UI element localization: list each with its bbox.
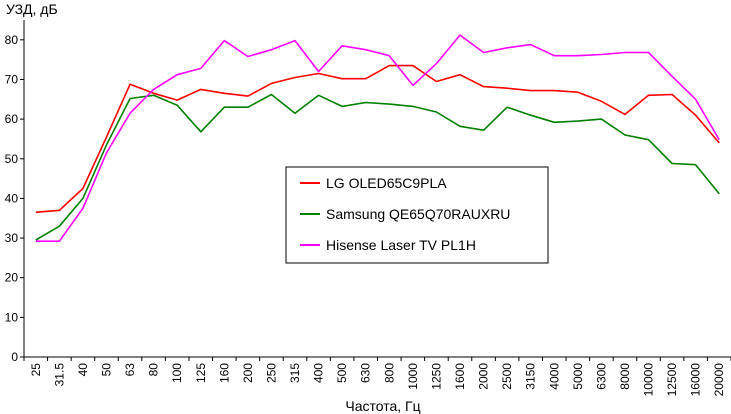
x-tick-label: 2500 [500, 363, 514, 390]
y-axis-title: УЗД, дБ [6, 1, 58, 17]
x-tick-label: 250 [264, 363, 278, 383]
x-axis-ticks: 25 31.5 40 50 63 80 100 125 160 200 250 315 400 500 63… [23, 357, 731, 397]
x-tick-label: 8000 [618, 363, 632, 390]
x-tick-label: 800 [382, 363, 396, 383]
legend-box [285, 166, 549, 264]
x-tick-label: 4000 [547, 363, 561, 390]
x-tick-label: 100 [170, 363, 184, 383]
x-tick-label: 630 [359, 363, 373, 383]
x-tick-label: 6300 [594, 363, 608, 390]
x-tick-label: 20000 [712, 363, 726, 397]
y-tick-label: 10 [5, 310, 19, 324]
x-tick-label: 12500 [665, 363, 679, 397]
x-axis-title: Частота, Гц [345, 398, 420, 414]
y-tick-label: 80 [5, 33, 19, 47]
y-tick-label: 0 [11, 350, 18, 364]
y-axis-ticks: 0 10 20 30 40 50 60 70 80 [5, 33, 24, 364]
x-tick-label: 1000 [406, 363, 420, 390]
x-tick-label: 315 [288, 363, 302, 383]
series-line [35, 93, 720, 241]
x-tick-label: 50 [99, 363, 113, 377]
x-tick-label: 160 [217, 363, 231, 383]
legend-label: Hisense Laser TV PL1H [326, 237, 476, 253]
series-lines [35, 34, 720, 242]
x-tick-label: 1250 [429, 363, 443, 390]
x-tick-label: 25 [29, 363, 43, 377]
x-tick-label: 5000 [571, 363, 585, 390]
x-tick-label: 10000 [642, 363, 656, 397]
y-tick-label: 20 [5, 271, 19, 285]
legend: LG OLED65C9PLA Samsung QE65Q70RAUXRU Hisen… [285, 166, 549, 264]
x-tick-label: 400 [312, 363, 326, 383]
x-tick-label: 3150 [524, 363, 538, 390]
x-tick-label: 40 [76, 363, 90, 377]
x-tick-label: 80 [147, 363, 161, 377]
x-tick-label: 200 [241, 363, 255, 383]
x-tick-label: 2000 [477, 363, 491, 390]
x-tick-label: 1600 [453, 363, 467, 390]
legend-label: LG OLED65C9PLA [326, 175, 447, 191]
series-line [35, 34, 720, 242]
y-tick-label: 70 [5, 72, 19, 86]
x-tick-label: 16000 [689, 363, 703, 397]
series-line [35, 64, 720, 214]
x-tick-label: 63 [123, 363, 137, 377]
y-tick-label: 40 [5, 191, 19, 205]
y-tick-label: 60 [5, 112, 19, 126]
legend-label: Samsung QE65Q70RAUXRU [326, 206, 510, 222]
x-tick-label: 31.5 [52, 363, 66, 387]
x-tick-label: 125 [194, 363, 208, 383]
y-tick-label: 50 [5, 152, 19, 166]
x-tick-label: 500 [335, 363, 349, 383]
y-tick-label: 30 [5, 231, 19, 245]
